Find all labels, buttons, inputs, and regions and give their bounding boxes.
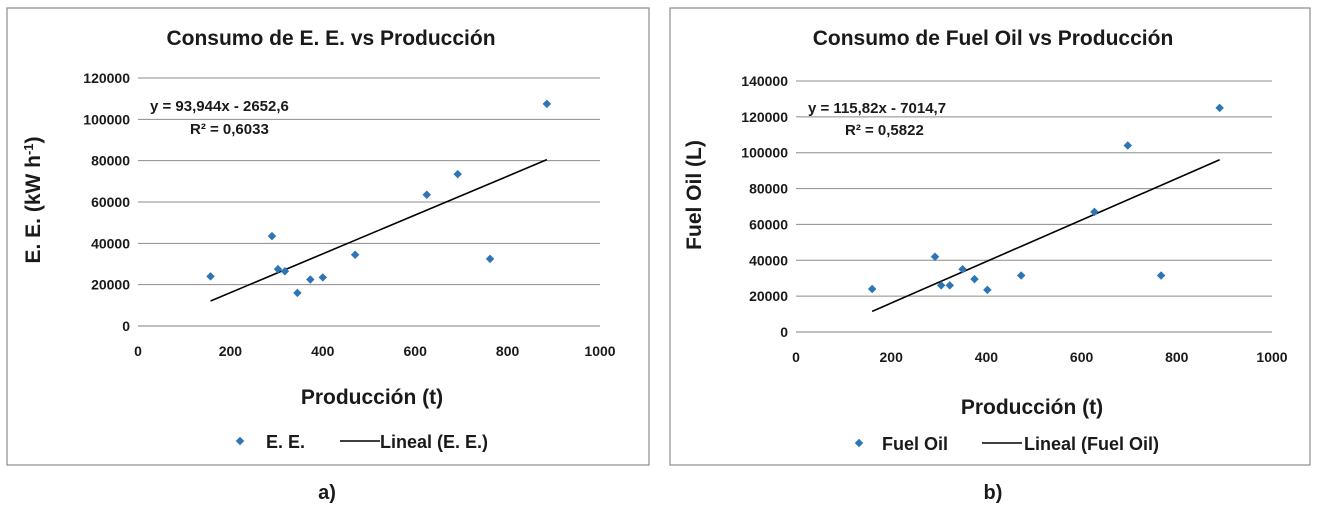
a-point: [206, 272, 215, 281]
chart-a-title: Consumo de E. E. vs Producción: [166, 27, 495, 50]
b-x-tick-label: 800: [1165, 349, 1189, 365]
panel-label-a: a): [318, 482, 336, 504]
a-x-tick-label: 200: [219, 343, 243, 359]
b-point: [945, 281, 954, 290]
chart-b-legend-trend: Lineal (Fuel Oil): [1024, 434, 1159, 454]
a-point: [422, 190, 431, 200]
chart-b-frame: [669, 7, 1311, 466]
a-y-tick-label: 60000: [91, 194, 130, 210]
b-y-tick-label: 0: [780, 324, 788, 340]
chart-b-y-ticks: 0 20000 40000 60000 80000 100000 120000 140000: [741, 73, 788, 340]
chart-a-x-axis-title: Producción (t): [301, 386, 443, 409]
chart-a-y-axis-title-sup: -1: [21, 143, 36, 155]
b-point: [867, 284, 877, 294]
a-point: [273, 264, 283, 274]
chart-a-legend-marker: [235, 436, 245, 446]
chart-b: Consumo de Fuel Oil vs Producción 020000…: [669, 7, 1311, 466]
chart-a-y-axis-title-main: E. E. (kW h: [22, 155, 45, 264]
chart-a-r2: R² = 0,6033: [190, 121, 269, 138]
chart-a-gridlines: [138, 77, 600, 327]
chart-a-legend: E. E. Lineal (E. E.): [235, 432, 488, 452]
chart-b-legend: Fuel Oil Lineal (Fuel Oil): [854, 434, 1159, 454]
a-x-tick-label: 800: [496, 343, 520, 359]
chart-a-equation: y = 93,944x - 2652,6: [150, 98, 289, 115]
b-y-tick-label: 120000: [741, 109, 788, 125]
a-point: [267, 231, 277, 241]
a-y-tick-label: 80000: [91, 153, 130, 169]
chart-a-y-axis-title: E. E. (kW h-1): [21, 136, 45, 263]
panel-label-b: b): [984, 482, 1003, 504]
a-y-tick-label: 100000: [83, 111, 130, 127]
b-y-tick-label: 100000: [741, 145, 788, 161]
chart-a: Consumo de E. E. vs Producción 0 20000 400…: [6, 7, 650, 466]
a-point: [280, 266, 290, 276]
b-y-tick-label: 60000: [749, 216, 788, 232]
a-x-tick-label: 400: [311, 343, 335, 359]
a-x-tick-label: 600: [404, 343, 428, 359]
a-point: [453, 169, 462, 179]
b-y-tick-label: 20000: [749, 288, 788, 304]
b-point: [1156, 271, 1166, 280]
chart-a-trendline: [210, 158, 548, 302]
b-y-tick-label: 140000: [741, 73, 788, 89]
b-x-tick-label: 200: [880, 349, 904, 365]
b-x-tick-label: 600: [1070, 349, 1094, 365]
a-y-tick-label: 40000: [91, 235, 130, 251]
chart-a-frame: [6, 7, 650, 466]
chart-b-x-axis-title: Producción (t): [961, 396, 1103, 419]
a-x-tick-label: 1000: [584, 343, 615, 359]
chart-b-y-axis-title: Fuel Oil (L): [683, 140, 706, 250]
b-point: [936, 281, 946, 290]
b-x-tick-label: 1000: [1256, 349, 1287, 365]
chart-b-gridlines: [796, 80, 1272, 333]
chart-b-title: Consumo de Fuel Oil vs Producción: [813, 27, 1174, 50]
chart-b-legend-marker: [854, 438, 864, 448]
a-y-tick-label: 120000: [83, 70, 130, 86]
a-point: [318, 273, 328, 282]
chart-a-x-ticks: 0 200 400 600 800 1000: [134, 343, 616, 359]
b-point: [958, 265, 967, 274]
chart-b-equation: y = 115,82x - 7014,7: [808, 100, 946, 117]
a-y-tick-label: 0: [122, 318, 130, 334]
a-point: [293, 288, 302, 298]
chart-b-r2: R² = 0,5822: [845, 122, 924, 139]
a-point: [350, 250, 360, 259]
b-y-tick-label: 40000: [749, 252, 788, 268]
chart-a-legend-trend: Lineal (E. E.): [380, 432, 488, 452]
b-point: [983, 285, 992, 295]
chart-a-y-ticks: 0 20000 40000 60000 80000 100000 120000: [83, 70, 130, 334]
b-y-tick-label: 80000: [749, 181, 788, 197]
b-x-tick-label: 400: [975, 349, 999, 365]
chart-a-legend-series: E. E.: [266, 432, 305, 452]
b-point: [970, 274, 979, 284]
chart-a-y-axis-title-close: ): [22, 136, 45, 143]
a-y-tick-label: 20000: [91, 277, 130, 293]
a-point: [306, 275, 315, 284]
chart-b-legend-series: Fuel Oil: [882, 434, 948, 454]
chart-b-trendline: [871, 159, 1220, 313]
chart-b-x-ticks: 0 200 400 600 800 1000: [792, 349, 1288, 365]
a-x-tick-label: 0: [134, 343, 142, 359]
b-x-tick-label: 0: [792, 349, 800, 365]
